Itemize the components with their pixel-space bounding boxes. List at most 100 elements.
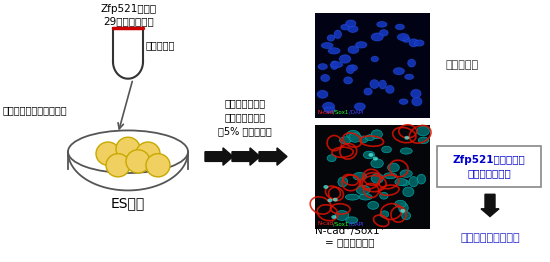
Ellipse shape — [395, 24, 404, 30]
Ellipse shape — [378, 29, 389, 37]
Ellipse shape — [410, 89, 422, 99]
Ellipse shape — [386, 86, 394, 93]
Ellipse shape — [369, 79, 380, 89]
Ellipse shape — [346, 20, 356, 27]
Ellipse shape — [398, 98, 409, 105]
Ellipse shape — [321, 42, 334, 49]
Text: 神経分化が強く誘導: 神経分化が強く誘導 — [460, 233, 520, 243]
Ellipse shape — [379, 192, 388, 199]
Ellipse shape — [322, 101, 336, 111]
Ellipse shape — [379, 80, 386, 89]
Ellipse shape — [327, 198, 332, 202]
Ellipse shape — [417, 174, 426, 184]
Ellipse shape — [368, 153, 373, 157]
Ellipse shape — [395, 178, 407, 185]
Circle shape — [146, 154, 170, 177]
Polygon shape — [259, 148, 287, 165]
Polygon shape — [481, 194, 499, 216]
Text: 通常の細胞: 通常の細胞 — [446, 60, 478, 70]
Ellipse shape — [412, 97, 422, 106]
Ellipse shape — [346, 66, 354, 73]
Ellipse shape — [403, 187, 414, 196]
Text: /Sox1: /Sox1 — [333, 221, 348, 226]
Ellipse shape — [380, 211, 389, 218]
Text: /DAPI: /DAPI — [349, 221, 364, 226]
Text: N-cad⁺/Sox1⁺: N-cad⁺/Sox1⁺ — [315, 226, 385, 236]
Ellipse shape — [399, 180, 409, 186]
Ellipse shape — [344, 77, 353, 84]
Ellipse shape — [321, 75, 329, 81]
Ellipse shape — [393, 68, 404, 75]
Polygon shape — [205, 148, 233, 165]
Ellipse shape — [331, 61, 338, 69]
Ellipse shape — [355, 41, 368, 49]
Ellipse shape — [356, 42, 367, 48]
Bar — [315, 13, 430, 118]
Ellipse shape — [316, 90, 329, 99]
Ellipse shape — [377, 22, 387, 27]
Ellipse shape — [353, 172, 367, 180]
Ellipse shape — [411, 96, 423, 107]
Ellipse shape — [363, 87, 373, 96]
Ellipse shape — [415, 40, 424, 46]
Ellipse shape — [404, 73, 415, 80]
Ellipse shape — [395, 200, 406, 207]
Ellipse shape — [345, 64, 355, 74]
Text: Zfp521を強制的に
発現させた細胞: Zfp521を強制的に 発現させた細胞 — [453, 155, 525, 178]
Ellipse shape — [398, 34, 409, 41]
Ellipse shape — [348, 65, 358, 71]
Ellipse shape — [400, 170, 412, 177]
Ellipse shape — [399, 203, 408, 213]
Ellipse shape — [371, 130, 382, 139]
Text: = 神経前駆細胞: = 神経前駆細胞 — [325, 238, 375, 248]
Ellipse shape — [330, 60, 339, 70]
Ellipse shape — [404, 136, 409, 140]
Ellipse shape — [339, 55, 350, 63]
Text: 神経分化を抑制
する培地で培養
（5% 血清入り）: 神経分化を抑制 する培地で培養 （5% 血清入り） — [218, 98, 272, 136]
Ellipse shape — [400, 209, 405, 213]
Ellipse shape — [378, 79, 387, 90]
Ellipse shape — [405, 74, 414, 79]
Ellipse shape — [359, 194, 372, 200]
Ellipse shape — [371, 33, 383, 41]
Ellipse shape — [376, 21, 388, 28]
Ellipse shape — [338, 177, 348, 187]
Ellipse shape — [355, 103, 365, 110]
Ellipse shape — [368, 201, 378, 209]
Ellipse shape — [379, 30, 388, 36]
Text: /DAPI: /DAPI — [349, 110, 364, 115]
Ellipse shape — [327, 155, 336, 162]
Ellipse shape — [417, 126, 430, 136]
Polygon shape — [232, 148, 260, 165]
Ellipse shape — [323, 102, 334, 110]
Ellipse shape — [354, 102, 366, 111]
Ellipse shape — [345, 194, 359, 200]
Ellipse shape — [327, 47, 341, 55]
Text: Zfp521などの
29の候補遺伝子: Zfp521などの 29の候補遺伝子 — [101, 4, 157, 26]
Ellipse shape — [346, 25, 359, 33]
Ellipse shape — [345, 19, 357, 28]
Ellipse shape — [409, 177, 418, 187]
Circle shape — [136, 142, 160, 165]
Ellipse shape — [385, 85, 395, 94]
Ellipse shape — [338, 54, 351, 64]
Text: /Sox1: /Sox1 — [333, 110, 348, 115]
Ellipse shape — [346, 130, 360, 140]
Text: ES細胞: ES細胞 — [111, 196, 145, 210]
Ellipse shape — [340, 24, 350, 31]
Ellipse shape — [407, 58, 416, 68]
Ellipse shape — [346, 217, 358, 223]
Ellipse shape — [328, 48, 340, 54]
Ellipse shape — [333, 198, 338, 201]
Text: プラスミド: プラスミド — [146, 40, 175, 50]
Ellipse shape — [371, 56, 378, 62]
Ellipse shape — [370, 80, 379, 88]
Ellipse shape — [397, 33, 410, 42]
FancyBboxPatch shape — [437, 146, 541, 187]
Ellipse shape — [371, 173, 383, 183]
Circle shape — [116, 137, 140, 160]
Ellipse shape — [364, 151, 375, 159]
Ellipse shape — [320, 74, 331, 82]
Ellipse shape — [347, 45, 360, 54]
Ellipse shape — [394, 23, 405, 30]
